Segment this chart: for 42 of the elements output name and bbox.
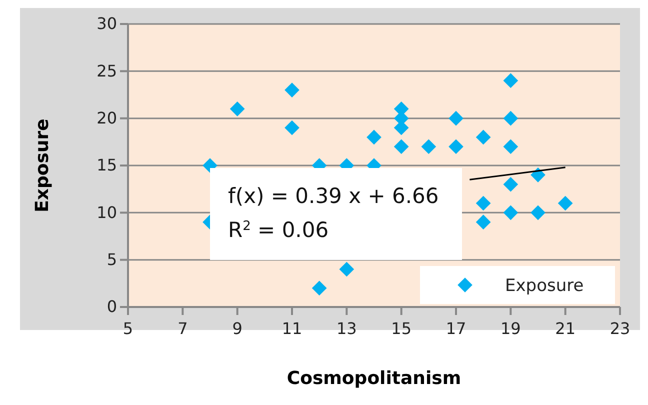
point	[284, 120, 300, 136]
point	[476, 130, 491, 145]
x-tick-label: 15	[391, 319, 412, 338]
point	[503, 110, 518, 126]
point	[394, 139, 409, 154]
point	[503, 73, 518, 88]
point	[448, 139, 464, 154]
y-axis-title: Exposure	[32, 118, 53, 212]
point	[476, 196, 491, 211]
point	[230, 101, 245, 116]
x-tick-label: 11	[282, 319, 302, 338]
y-tick-label: 0	[106, 297, 117, 316]
point	[503, 176, 518, 192]
y-tick-label: 15	[96, 156, 117, 175]
x-tick-label: 23	[610, 319, 630, 338]
point	[530, 205, 546, 220]
annotation: f(x) = 0.39 x + 6.66	[228, 184, 439, 208]
x-tick-label: 21	[555, 319, 576, 338]
point	[366, 130, 382, 145]
x-tick-label: 9	[232, 319, 242, 338]
x-tick-label: 13	[336, 319, 357, 338]
x-tick-label: 7	[178, 319, 188, 338]
point	[421, 139, 436, 154]
y-tick-label: 25	[96, 61, 117, 80]
point	[503, 139, 518, 154]
point	[448, 110, 464, 126]
x-axis-title: Cosmopolitanism	[286, 368, 462, 389]
point	[476, 214, 491, 230]
point	[503, 205, 518, 220]
y-tick-label: 20	[96, 108, 117, 128]
x-tick-label: 17	[446, 319, 466, 338]
point	[312, 280, 327, 296]
y-tick-label: 5	[106, 250, 117, 269]
x-tick-label: 19	[500, 319, 521, 338]
x-tick-label: 5	[122, 319, 134, 338]
point	[558, 196, 573, 211]
point	[339, 262, 354, 277]
y-tick-label: 10	[96, 202, 117, 222]
legend-label: Exposure	[505, 276, 584, 296]
annotation: R$^{2}$ = 0.06	[228, 218, 329, 242]
point	[284, 82, 300, 98]
y-tick-label: 30	[96, 14, 117, 34]
